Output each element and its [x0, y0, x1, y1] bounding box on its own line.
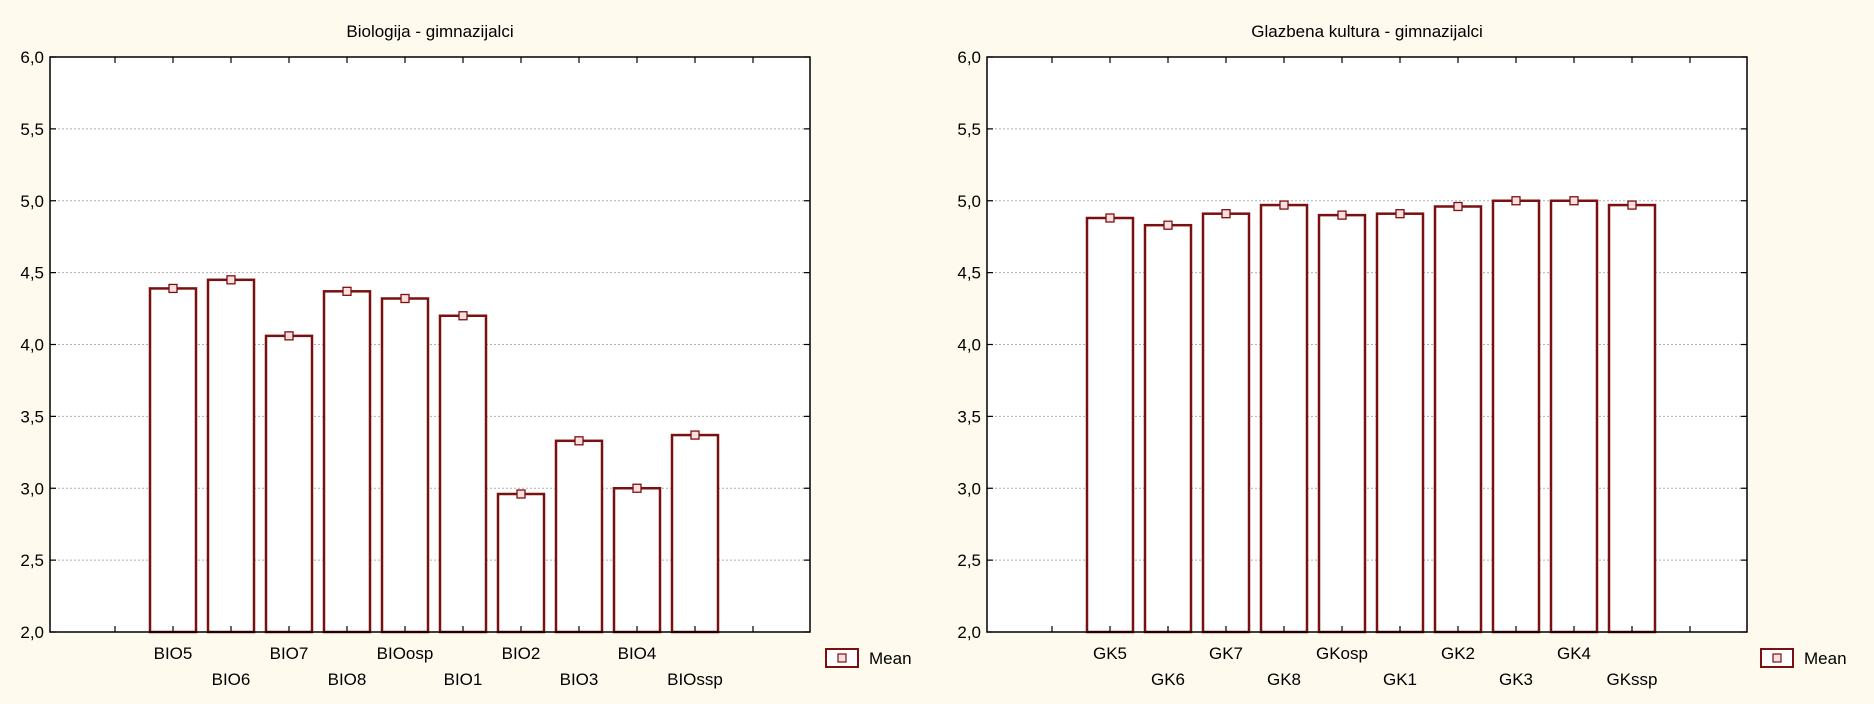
legend-marker: [838, 654, 846, 662]
bar: [1261, 205, 1307, 632]
x-tick-label: BIOosp: [377, 644, 434, 663]
y-tick-label: 3,5: [20, 407, 44, 426]
bar: [1493, 201, 1539, 632]
x-tick-label: BIO2: [502, 644, 541, 663]
mean-marker: [1454, 203, 1462, 211]
y-tick-label: 5,5: [20, 120, 44, 139]
bar: [556, 441, 602, 632]
legend: Mean: [826, 649, 912, 668]
bar: [498, 494, 544, 632]
x-tick-label: GK2: [1441, 644, 1475, 663]
y-tick-label: 4,0: [20, 336, 44, 355]
mean-marker: [1222, 210, 1230, 218]
y-tick-label: 3,0: [957, 479, 981, 498]
y-tick-label: 2,0: [20, 623, 44, 642]
mean-marker: [1338, 211, 1346, 219]
bar: [1551, 201, 1597, 632]
legend-label: Mean: [1804, 649, 1847, 668]
bar: [1203, 214, 1249, 632]
x-tick-label: GK5: [1093, 644, 1127, 663]
y-tick-label: 6,0: [20, 48, 44, 67]
x-tick-label: BIO4: [618, 644, 657, 663]
x-tick-label: BIO5: [154, 644, 193, 663]
bar: [1609, 205, 1655, 632]
mean-marker: [691, 431, 699, 439]
mean-marker: [1512, 197, 1520, 205]
mean-marker: [343, 287, 351, 295]
x-tick-label: BIO3: [560, 670, 599, 689]
y-tick-label: 3,0: [20, 479, 44, 498]
mean-marker: [285, 332, 293, 340]
x-tick-label: BIO8: [328, 670, 367, 689]
legend: Mean: [1761, 649, 1847, 668]
y-tick-label: 4,5: [20, 264, 44, 283]
chart-panel-glazbena-kultura: Glazbena kultura - gimnazijalci 2,0 2,5 3,…: [957, 22, 1846, 689]
x-tick-label: GK7: [1209, 644, 1243, 663]
y-tick-label: 6,0: [957, 48, 981, 67]
y-tick-label: 2,5: [20, 551, 44, 570]
bar: [150, 288, 196, 632]
x-tick-label: GKosp: [1316, 644, 1368, 663]
chart-title: Biologija - gimnazijalci: [346, 22, 513, 41]
y-tick-label: 5,0: [957, 192, 981, 211]
mean-marker: [1570, 197, 1578, 205]
y-tick-label: 3,5: [957, 407, 981, 426]
y-tick-label: 2,0: [957, 623, 981, 642]
bar: [1087, 218, 1133, 632]
x-tick-label: GK1: [1383, 670, 1417, 689]
mean-marker: [227, 276, 235, 284]
mean-marker: [575, 437, 583, 445]
x-tick-label: GK4: [1557, 644, 1591, 663]
x-tick-label: BIO1: [444, 670, 483, 689]
legend-label: Mean: [869, 649, 912, 668]
x-tick-label: GK8: [1267, 670, 1301, 689]
x-tick-label: GK3: [1499, 670, 1533, 689]
mean-marker: [1628, 201, 1636, 209]
mean-marker: [1280, 201, 1288, 209]
bar: [614, 488, 660, 632]
y-tick-label: 5,0: [20, 192, 44, 211]
x-tick-label: GK6: [1151, 670, 1185, 689]
chart-panel-biologija: Biologija - gimnazijalci 2,0 2,5 3,0 3,5 4,0…: [20, 22, 911, 689]
x-tick-label: BIO6: [212, 670, 251, 689]
mean-marker: [517, 490, 525, 498]
y-tick-label: 4,0: [957, 336, 981, 355]
x-tick-label: BIO7: [270, 644, 309, 663]
mean-marker: [1396, 210, 1404, 218]
bar: [382, 299, 428, 633]
mean-marker: [459, 312, 467, 320]
x-tick-label: GKssp: [1606, 670, 1657, 689]
mean-marker: [1106, 214, 1114, 222]
bar: [1319, 215, 1365, 632]
bar: [1145, 225, 1191, 632]
bar: [1435, 207, 1481, 633]
y-tick-label: 5,5: [957, 120, 981, 139]
bar: [266, 336, 312, 632]
mean-marker: [633, 484, 641, 492]
bar: [672, 435, 718, 632]
y-tick-label: 4,5: [957, 264, 981, 283]
bar: [208, 280, 254, 632]
y-tick-label: 2,5: [957, 551, 981, 570]
legend-marker: [1773, 654, 1781, 662]
chart-title: Glazbena kultura - gimnazijalci: [1251, 22, 1483, 41]
bar: [440, 316, 486, 632]
mean-marker: [1164, 221, 1172, 229]
mean-marker: [401, 295, 409, 303]
x-tick-label: BIOssp: [667, 670, 723, 689]
bar: [324, 291, 370, 632]
mean-marker: [169, 284, 177, 292]
bar: [1377, 214, 1423, 632]
